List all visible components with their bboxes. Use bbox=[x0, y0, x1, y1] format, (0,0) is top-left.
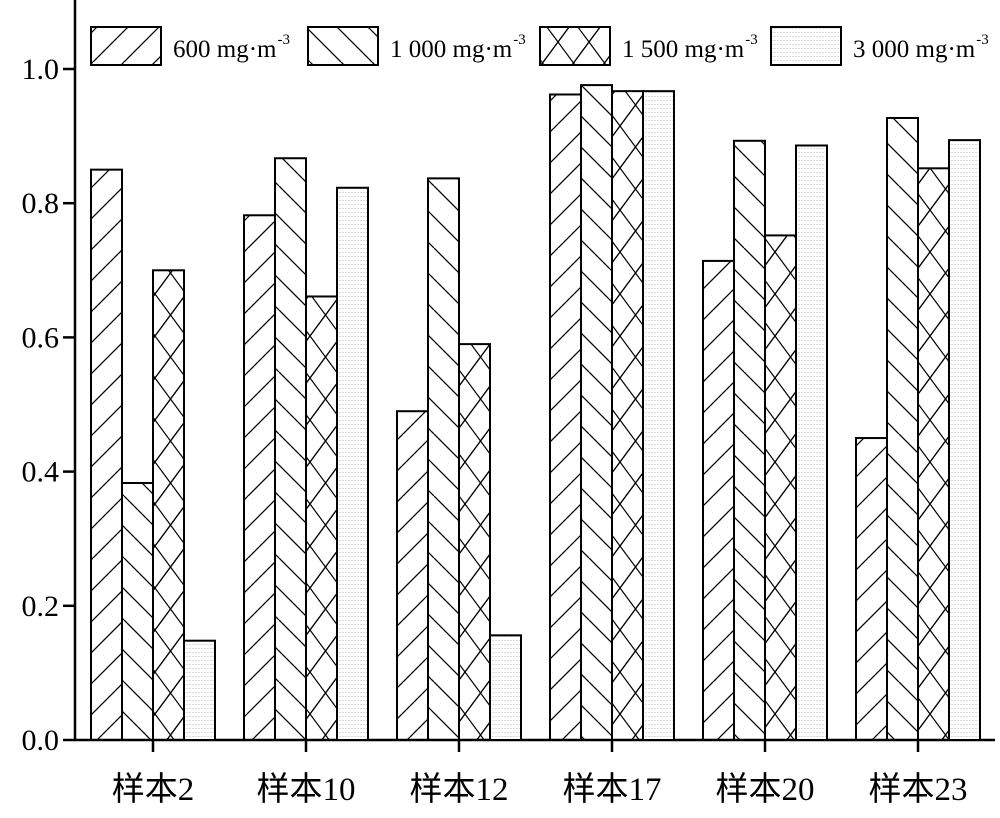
bar-forward-hatch bbox=[90, 168, 123, 741]
bar-fine-dots bbox=[795, 144, 828, 741]
bar-cross-hatch bbox=[917, 167, 950, 742]
bar-back-hatch bbox=[886, 116, 919, 742]
bar-fine-dots bbox=[336, 186, 369, 741]
bar-back-hatch bbox=[274, 157, 307, 742]
legend-swatch-cross-hatch bbox=[539, 26, 611, 66]
legend-label: 600 mg·m bbox=[173, 36, 277, 63]
legend-label: 3 000 mg·m bbox=[853, 36, 976, 63]
bar-fine-dots bbox=[642, 90, 675, 741]
x-tick-label: 样本23 bbox=[869, 771, 968, 808]
bar-fine-dots bbox=[948, 139, 981, 742]
legend-label-superscript: -3 bbox=[976, 32, 989, 48]
bar-back-hatch bbox=[580, 84, 613, 741]
bar-forward-hatch bbox=[396, 410, 429, 741]
legend-label-superscript: -3 bbox=[277, 32, 290, 48]
x-tick-label: 样本10 bbox=[257, 771, 356, 808]
bar-cross-hatch bbox=[152, 269, 185, 741]
legend-swatch-fine-dots bbox=[770, 26, 842, 66]
bar-cross-hatch bbox=[611, 90, 644, 741]
bar-forward-hatch bbox=[549, 93, 582, 742]
x-tick-label: 样本20 bbox=[716, 771, 815, 808]
bar-cross-hatch bbox=[764, 234, 797, 742]
y-tick-label: 0.4 bbox=[22, 456, 60, 489]
x-tick-label: 样本17 bbox=[563, 771, 662, 808]
axes: 0.0 0.2 0.4 0.6 0.8 1.0 样本2 样本10 样本12 样本17 样本20 样本2… bbox=[22, 0, 995, 808]
y-tick-label: 1.0 bbox=[22, 53, 60, 86]
x-tick-label: 样本2 bbox=[112, 771, 195, 808]
legend-label-superscript: -3 bbox=[513, 32, 526, 48]
x-tick-label: 样本12 bbox=[410, 771, 509, 808]
bar-forward-hatch bbox=[702, 259, 735, 741]
legend: 600 mg·m -3 1 000 mg·m -3 1 500 mg·m -3 3 000 … bbox=[90, 26, 989, 66]
y-tick-label: 0.2 bbox=[22, 590, 60, 623]
bar-cross-hatch bbox=[305, 295, 338, 741]
bar-cross-hatch bbox=[458, 343, 491, 741]
bar-back-hatch bbox=[121, 482, 154, 741]
bar-back-hatch bbox=[733, 139, 766, 741]
legend-label: 1 000 mg·m bbox=[390, 36, 513, 63]
legend-swatch-back-hatch bbox=[307, 26, 379, 66]
bar-forward-hatch bbox=[855, 437, 888, 741]
y-tick-label: 0.0 bbox=[22, 724, 60, 757]
bar-forward-hatch bbox=[243, 214, 276, 741]
legend-swatch-forward-hatch bbox=[90, 26, 162, 66]
bars bbox=[90, 84, 981, 742]
bar-fine-dots bbox=[183, 639, 216, 742]
y-tick-label: 0.6 bbox=[22, 321, 60, 354]
bar-back-hatch bbox=[427, 177, 460, 742]
y-tick-label: 0.8 bbox=[22, 187, 60, 220]
legend-label-superscript: -3 bbox=[745, 32, 758, 48]
legend-label: 1 500 mg·m bbox=[622, 36, 745, 63]
bar-fine-dots bbox=[489, 634, 522, 741]
